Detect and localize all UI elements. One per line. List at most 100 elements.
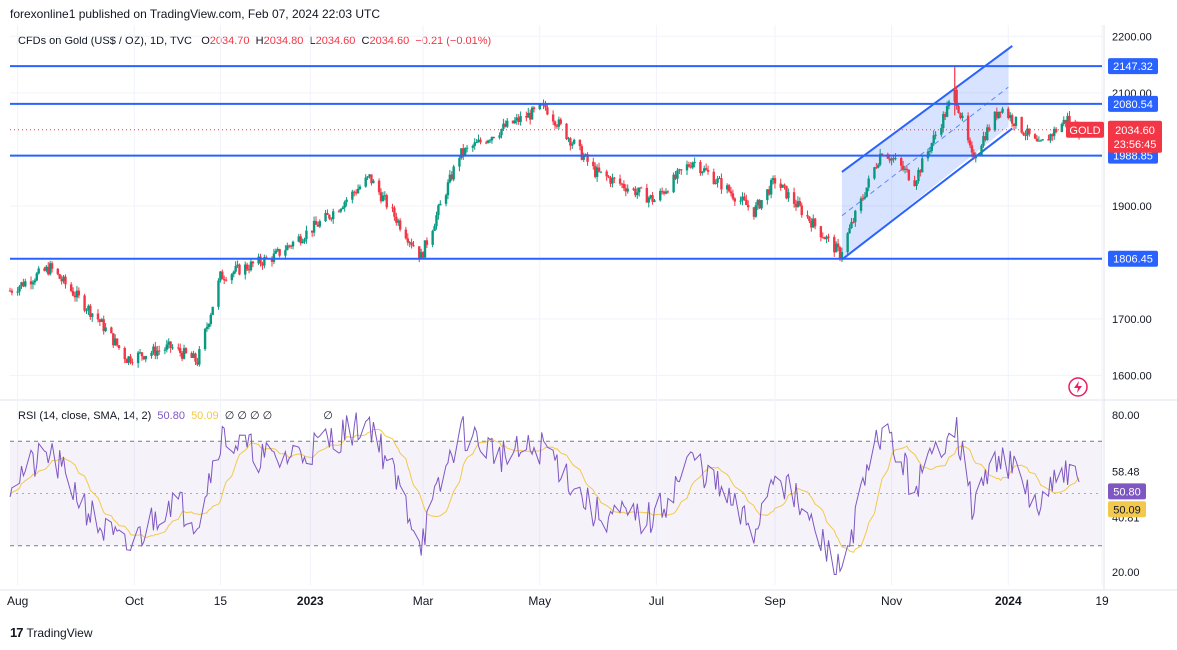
candle-body <box>538 104 541 110</box>
candle-body <box>316 224 320 227</box>
candle-body <box>397 220 400 223</box>
candle-body <box>546 107 549 115</box>
rsi-sma-badge-label: 50.09 <box>1113 504 1141 516</box>
candle-body <box>35 273 38 281</box>
candle-body <box>1001 108 1004 113</box>
rsi-label[interactable]: RSI (14, close, SMA, 14, 2) <box>18 410 152 422</box>
candle-body <box>263 257 266 266</box>
candle-body <box>701 171 704 174</box>
candle-body <box>332 211 335 220</box>
candle-body <box>8 290 12 292</box>
candle-body <box>16 291 19 293</box>
rsi-empty-marker-single: ∅ <box>323 410 333 422</box>
low-value: 2034.60 <box>315 35 356 47</box>
candle-body <box>827 236 830 238</box>
open-label: O <box>201 35 210 47</box>
candle-body <box>676 170 679 179</box>
candle-body <box>720 178 723 190</box>
candle-body <box>448 174 452 183</box>
candle-body <box>1052 128 1056 137</box>
candle-body <box>865 187 868 197</box>
candle-body <box>486 140 490 143</box>
candle-body <box>259 256 262 264</box>
candle-body <box>580 146 584 160</box>
candle-body <box>838 247 842 259</box>
candle-body <box>62 276 65 282</box>
candle-body <box>182 348 186 359</box>
candle-body <box>299 236 302 244</box>
time-tick-label: Nov <box>881 594 902 608</box>
candle-body <box>406 238 409 243</box>
time-tick-label: Sep <box>764 594 786 608</box>
candle-body <box>997 111 1000 119</box>
candle-body <box>98 319 102 322</box>
rsi-legend-value: 50.80 <box>157 410 185 422</box>
candle-body <box>305 230 308 240</box>
candle-body <box>662 191 666 194</box>
candle-body <box>833 237 836 253</box>
candle-body <box>421 252 425 258</box>
level-badge <box>1108 95 1158 112</box>
candle-body <box>808 216 811 221</box>
candle-body <box>754 205 758 217</box>
candle-body <box>142 356 146 360</box>
candle-body <box>278 249 281 256</box>
horizontal-levels[interactable] <box>10 65 1102 260</box>
candle-body <box>169 341 172 348</box>
candle-body <box>768 189 771 195</box>
lightning-icon[interactable] <box>1068 377 1088 397</box>
candle-body <box>473 142 476 146</box>
candle-body <box>157 350 161 352</box>
candle-body <box>18 286 21 292</box>
symbol-name[interactable]: CFDs on Gold (US$ / OZ), 1D, TVC <box>18 35 193 47</box>
candle-body <box>848 228 851 234</box>
rsi-value-badge <box>1108 483 1146 500</box>
candle-body <box>725 185 729 190</box>
candle-body <box>752 207 756 217</box>
candle-body <box>144 355 147 360</box>
candle-body <box>1047 139 1050 141</box>
candle-body <box>450 174 453 180</box>
candle-body <box>341 207 344 209</box>
candle-body <box>572 139 576 144</box>
candle-body <box>136 352 140 364</box>
candle-body <box>592 161 595 167</box>
candle-body <box>940 128 943 135</box>
candle-body <box>825 236 828 240</box>
candle-body <box>324 212 327 222</box>
candle-body <box>783 184 786 186</box>
candle-body <box>999 111 1002 113</box>
candle-body <box>834 243 838 253</box>
candle-body <box>138 352 142 354</box>
candle-body <box>1014 116 1018 126</box>
candle-body <box>377 180 381 193</box>
candle-body <box>71 291 75 296</box>
candle-body <box>678 169 681 171</box>
candle-body <box>836 243 840 248</box>
candle-body <box>286 245 289 251</box>
candle-body <box>477 139 480 143</box>
candle-body <box>513 120 517 124</box>
candle-body <box>672 174 675 193</box>
candle-body <box>184 348 188 354</box>
candle-body <box>1041 139 1044 141</box>
candle-body <box>69 284 73 292</box>
candle-body <box>758 200 761 209</box>
high-value: 2034.80 <box>263 35 304 47</box>
channel-mid-line <box>841 86 1009 217</box>
candle-body <box>743 196 746 200</box>
candle-body <box>328 214 331 219</box>
candle-body <box>284 250 287 256</box>
candle-body <box>504 123 507 127</box>
candle-body <box>75 290 79 298</box>
candle-body <box>903 168 907 170</box>
candle-body <box>379 192 383 202</box>
candle-body <box>622 183 626 189</box>
candle-body <box>236 264 239 267</box>
level-badge-label: 1806.45 <box>1113 254 1153 266</box>
candle-body <box>660 190 664 192</box>
candle-body <box>391 207 394 209</box>
candle-body <box>984 136 987 141</box>
candle-body <box>712 171 715 184</box>
